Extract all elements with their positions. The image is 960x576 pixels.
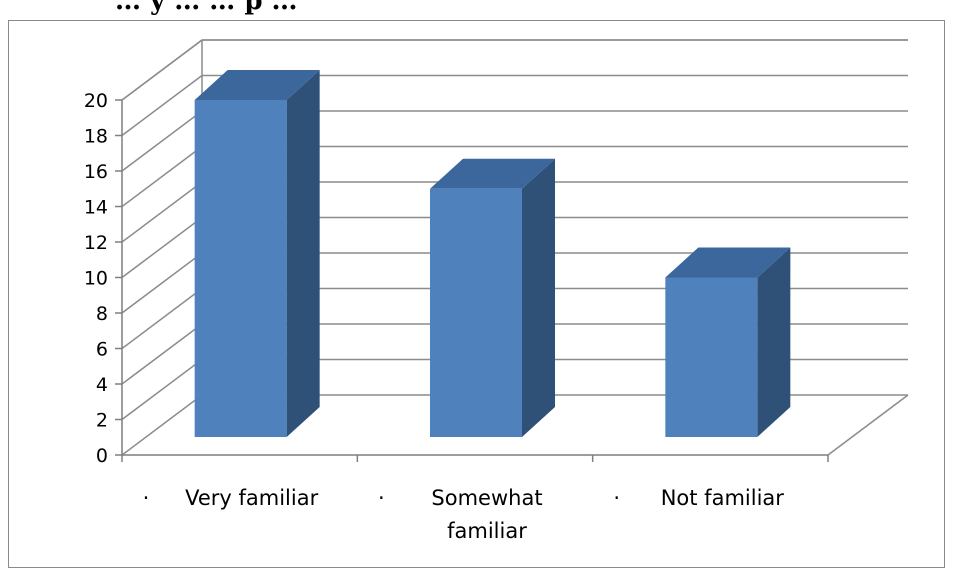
y-tick-label: 16: [84, 161, 108, 183]
y-tick-label: 20: [84, 90, 108, 112]
bar: [430, 158, 555, 437]
bar: [665, 247, 791, 437]
gridline-side: [121, 323, 203, 385]
category-marker: ·: [143, 486, 150, 510]
category-labels: · Very familiar · Somewhat familiar · Not fami…: [143, 486, 785, 543]
category-marker: ·: [378, 486, 385, 510]
bar-front-face: [665, 277, 758, 437]
gridline-side: [121, 287, 203, 350]
gridline-side: [121, 145, 203, 208]
y-tick-label: 6: [96, 339, 108, 361]
bar-side-face: [286, 70, 320, 437]
category-label: Somewhat: [431, 486, 542, 510]
y-tick-label: 4: [96, 374, 108, 396]
y-tick-labels: 0 2 4 6 8 10 12 14 16 18 20: [84, 90, 108, 467]
gridline-side: [121, 181, 203, 243]
bar-side-face: [757, 247, 791, 437]
y-tick-label: 10: [84, 268, 108, 290]
gridline-side-top: [121, 39, 203, 101]
floor-right-edge: [827, 394, 909, 456]
axes: [115, 99, 829, 462]
category-marker: ·: [613, 486, 620, 510]
category-label: Very familiar: [185, 486, 318, 510]
bar-top-face: [665, 247, 791, 278]
y-tick-label: 0: [96, 445, 108, 467]
category-label: Not familiar: [661, 486, 785, 510]
gridline-side: [121, 110, 203, 172]
gridline-side: [121, 74, 203, 137]
y-tick-label: 14: [84, 197, 108, 219]
y-tick-label: 12: [84, 232, 108, 254]
gridline-side: [121, 358, 203, 421]
floor-side-edge: [121, 394, 203, 456]
y-tick-label: 2: [96, 410, 108, 432]
y-tick-label: 8: [96, 303, 108, 325]
bar: [194, 70, 320, 437]
bar-front-face: [194, 100, 287, 437]
bars: [194, 70, 791, 437]
bar-side-face: [522, 158, 555, 437]
gridline-side: [121, 216, 203, 279]
gridline-side: [121, 252, 203, 314]
bar-top-face: [430, 158, 555, 189]
category-label: familiar: [447, 519, 527, 543]
partial-heading-text: … y … … p …: [115, 0, 298, 16]
y-tick-label: 18: [84, 126, 108, 148]
bar-top-face: [194, 70, 320, 100]
bar-front-face: [430, 188, 522, 437]
